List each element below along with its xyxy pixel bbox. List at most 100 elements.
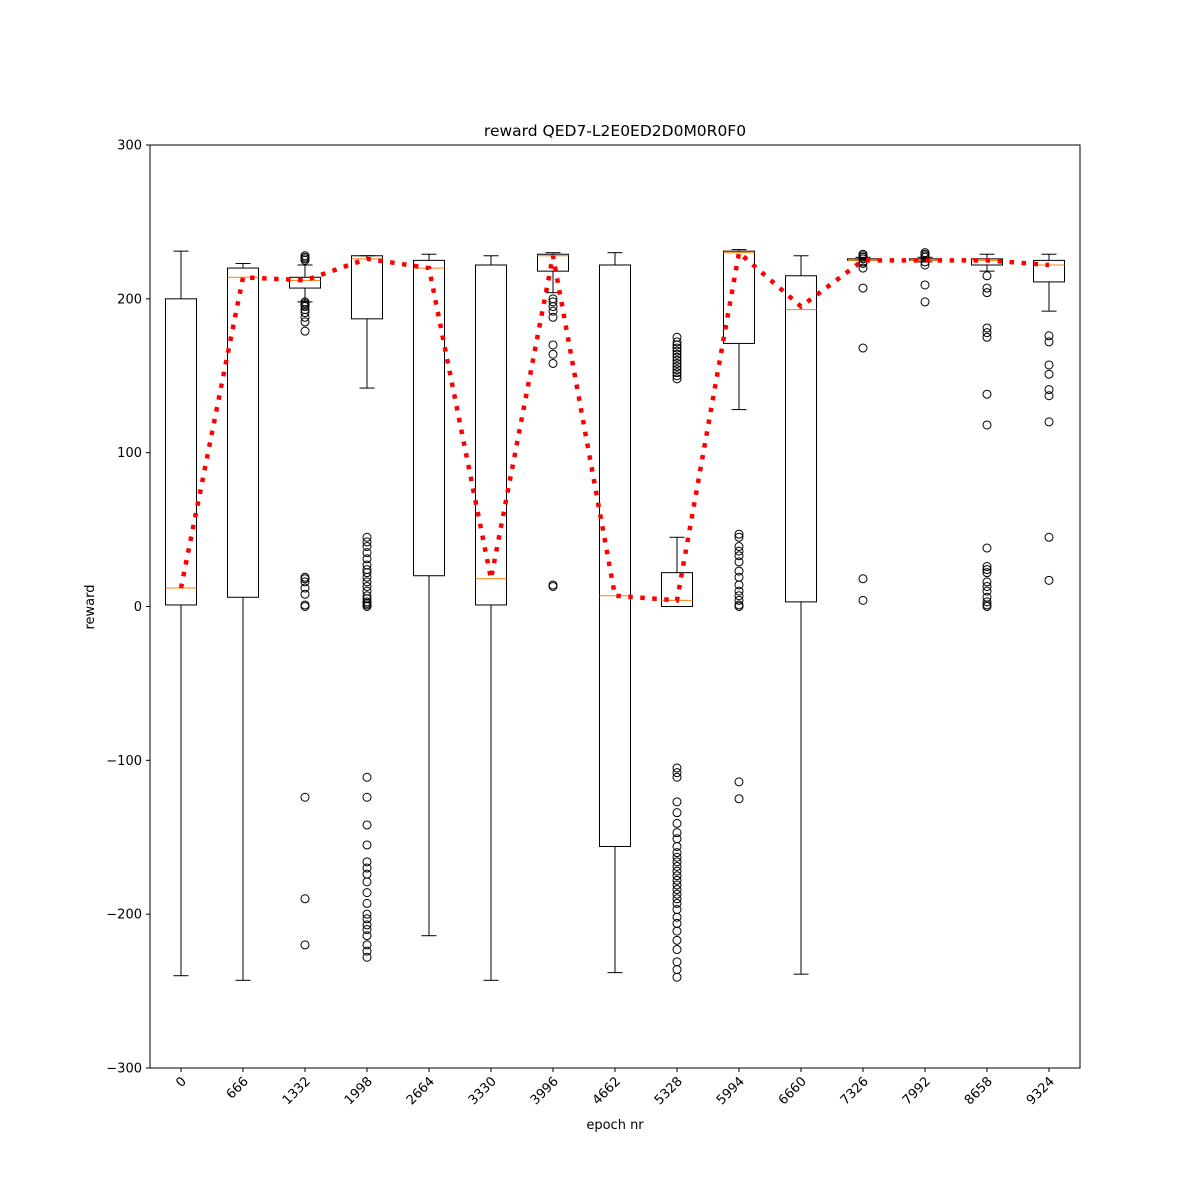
outlier-point — [672, 340, 682, 350]
outlier-point — [734, 794, 744, 804]
outlier-point — [362, 820, 372, 830]
iqr-box — [227, 267, 259, 598]
iqr-box — [537, 253, 569, 272]
outlier-point — [548, 312, 558, 322]
y-tick-label: −200 — [106, 908, 142, 923]
outlier-point — [362, 914, 372, 924]
outlier-point — [672, 857, 682, 867]
outlier-point — [672, 365, 682, 375]
outlier-point — [982, 582, 992, 592]
box-3330 — [475, 255, 507, 981]
outlier-point — [858, 343, 868, 353]
x-tick-label: 4662 — [590, 1074, 624, 1108]
outlier-point — [734, 777, 744, 787]
x-axis-label: epoch nr — [586, 1118, 644, 1133]
outlier-point — [672, 880, 682, 890]
outlier-point — [362, 940, 372, 950]
outlier-point — [672, 352, 682, 362]
iqr-box — [475, 264, 507, 606]
outlier-point — [362, 877, 372, 887]
outlier-point — [672, 763, 682, 773]
y-axis: −300 −200 −100 0 100 200 300 — [106, 139, 150, 1077]
outlier-point — [362, 888, 372, 898]
outlier-point — [672, 768, 682, 778]
outlier-point — [734, 566, 744, 576]
iqr-box — [165, 298, 197, 606]
y-tick-label: −100 — [106, 754, 142, 769]
x-tick-label: 1998 — [342, 1074, 376, 1108]
outlier-point — [672, 885, 682, 895]
outlier-point — [982, 586, 992, 596]
outlier-point — [672, 935, 682, 945]
outlier-point — [672, 918, 682, 928]
iqr-box — [413, 259, 445, 577]
box-666 — [227, 262, 259, 981]
outlier-point — [1044, 575, 1054, 585]
outlier-point — [858, 263, 868, 273]
iqr-box — [351, 255, 383, 320]
outlier-point — [672, 945, 682, 955]
outlier-point — [362, 869, 372, 879]
outlier-point — [858, 595, 868, 605]
outlier-point — [734, 586, 744, 596]
x-tick-label: 9324 — [1024, 1074, 1058, 1108]
outlier-point — [672, 965, 682, 975]
outlier-point — [300, 255, 310, 265]
outlier-point — [1044, 369, 1054, 379]
outlier-point — [672, 866, 682, 876]
outlier-point — [982, 543, 992, 553]
x-tick-label: 0 — [173, 1074, 189, 1090]
box-2664 — [413, 253, 445, 937]
outlier-point — [300, 894, 310, 904]
outlier-point — [548, 582, 558, 592]
outlier-point — [982, 271, 992, 281]
outlier-point — [672, 912, 682, 922]
outlier-point — [300, 574, 310, 584]
outlier-point — [362, 542, 372, 552]
outlier-point — [548, 306, 558, 316]
outlier-point — [672, 797, 682, 807]
x-tick-label: 5994 — [714, 1074, 748, 1108]
x-tick-label: 6660 — [776, 1074, 810, 1108]
outlier-point — [672, 349, 682, 359]
outlier-point — [982, 568, 992, 578]
outlier-point — [734, 602, 744, 611]
x-tick-label: 8658 — [962, 1074, 996, 1108]
outlier-point — [300, 326, 310, 336]
outlier-point — [300, 302, 310, 312]
outlier-point — [672, 848, 682, 858]
outlier-point — [300, 792, 310, 802]
outlier-point — [858, 574, 868, 584]
outlier-point — [982, 592, 992, 602]
outlier-point — [1044, 385, 1054, 395]
iqr-box — [289, 276, 321, 289]
outlier-point — [362, 577, 372, 587]
outlier-point — [300, 312, 310, 322]
y-tick-label: 200 — [117, 292, 142, 307]
y-tick-label: 300 — [117, 139, 142, 154]
x-tick-label: 5328 — [652, 1074, 686, 1108]
x-tick-label: 1332 — [280, 1074, 314, 1108]
box-5994 — [723, 249, 755, 804]
x-tick-label: 7326 — [838, 1074, 872, 1108]
x-tick-label: 3996 — [528, 1074, 562, 1108]
y-tick-label: 0 — [134, 600, 142, 615]
outlier-point — [362, 560, 372, 570]
outlier-point — [734, 542, 744, 552]
outlier-point — [982, 283, 992, 293]
outlier-point — [982, 420, 992, 430]
outlier-point — [362, 537, 372, 547]
outlier-point — [982, 323, 992, 333]
box-1332 — [289, 251, 321, 950]
outlier-point — [672, 337, 682, 347]
outlier-point — [672, 889, 682, 899]
outlier-point — [734, 572, 744, 582]
outlier-point — [300, 317, 310, 327]
x-axis: 0 666 1332 1998 2664 3330 3996 4662 5328 5994 6660… — [173, 1068, 1058, 1108]
outlier-point — [362, 586, 372, 596]
outlier-point — [362, 568, 372, 578]
outlier-point — [362, 772, 372, 782]
outlier-point — [300, 602, 310, 611]
